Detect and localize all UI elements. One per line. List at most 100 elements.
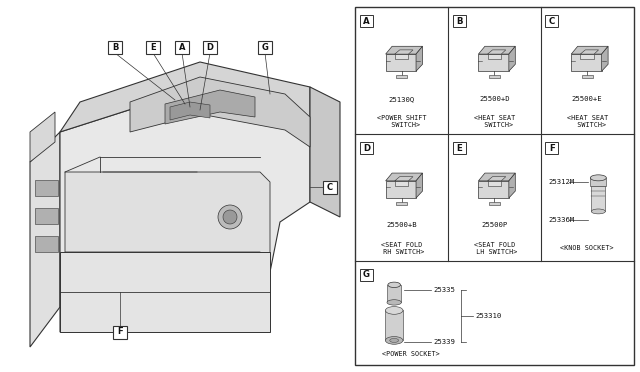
Text: C: C: [327, 183, 333, 192]
Text: 25500+D: 25500+D: [479, 96, 509, 102]
Polygon shape: [65, 172, 270, 262]
Text: 25336M: 25336M: [548, 217, 575, 224]
Polygon shape: [509, 46, 515, 71]
Text: G: G: [363, 270, 370, 279]
Polygon shape: [488, 54, 501, 59]
Text: B: B: [112, 42, 118, 51]
Polygon shape: [395, 54, 408, 59]
Polygon shape: [165, 90, 255, 124]
Polygon shape: [386, 54, 416, 71]
Polygon shape: [30, 132, 60, 347]
Text: 25500+E: 25500+E: [572, 96, 602, 102]
Text: 253310: 253310: [475, 313, 501, 319]
Text: C: C: [549, 17, 555, 26]
Ellipse shape: [388, 282, 401, 288]
Polygon shape: [572, 54, 602, 71]
Polygon shape: [580, 50, 598, 54]
Polygon shape: [489, 202, 500, 205]
Ellipse shape: [387, 300, 401, 305]
Bar: [323, 180, 337, 193]
Ellipse shape: [385, 307, 403, 314]
Polygon shape: [479, 46, 515, 54]
Polygon shape: [488, 181, 501, 186]
Polygon shape: [572, 46, 608, 54]
Text: F: F: [549, 144, 555, 153]
Ellipse shape: [390, 339, 399, 342]
Bar: [175, 41, 189, 54]
Polygon shape: [488, 177, 506, 181]
Text: F: F: [117, 327, 123, 337]
Text: <POWER SHIFT
  SWITCH>: <POWER SHIFT SWITCH>: [377, 115, 426, 128]
Polygon shape: [386, 46, 422, 54]
Bar: [360, 16, 373, 28]
Text: 25130Q: 25130Q: [388, 96, 415, 102]
Bar: [258, 41, 272, 54]
Polygon shape: [396, 202, 407, 205]
Polygon shape: [170, 102, 210, 120]
Polygon shape: [385, 310, 403, 340]
Text: <HEAT SEAT
  SWITCH>: <HEAT SEAT SWITCH>: [474, 115, 515, 128]
Text: 25500P: 25500P: [481, 222, 508, 228]
Polygon shape: [387, 285, 401, 302]
Bar: [203, 41, 217, 54]
Polygon shape: [580, 54, 594, 59]
Bar: [355, 7, 634, 365]
Polygon shape: [416, 173, 422, 198]
Polygon shape: [489, 75, 500, 78]
Text: <HEAT SEAT
  SWITCH>: <HEAT SEAT SWITCH>: [566, 115, 608, 128]
Polygon shape: [582, 75, 593, 78]
Text: B: B: [456, 17, 462, 26]
Ellipse shape: [385, 337, 403, 344]
Polygon shape: [416, 46, 422, 71]
Polygon shape: [60, 252, 270, 332]
Polygon shape: [591, 186, 605, 211]
Ellipse shape: [591, 209, 605, 214]
Polygon shape: [602, 46, 608, 71]
Polygon shape: [395, 177, 413, 181]
Text: D: D: [207, 42, 214, 51]
Text: 25339: 25339: [433, 339, 455, 345]
Polygon shape: [479, 173, 515, 181]
Text: A: A: [179, 42, 185, 51]
Polygon shape: [386, 181, 416, 198]
Polygon shape: [310, 87, 340, 217]
Polygon shape: [479, 54, 509, 71]
Polygon shape: [479, 181, 509, 198]
Text: 25335: 25335: [433, 287, 455, 293]
Ellipse shape: [590, 175, 606, 181]
Circle shape: [223, 210, 237, 224]
Polygon shape: [396, 75, 407, 78]
Circle shape: [218, 205, 242, 229]
Polygon shape: [488, 50, 506, 54]
Text: G: G: [262, 42, 268, 51]
Text: <SEAT FOLD
 LH SWITCH>: <SEAT FOLD LH SWITCH>: [472, 242, 517, 255]
Text: <SEAT FOLD
 RH SWITCH>: <SEAT FOLD RH SWITCH>: [379, 242, 424, 255]
Text: 25312M: 25312M: [548, 179, 575, 185]
Polygon shape: [35, 236, 58, 252]
Polygon shape: [386, 173, 422, 181]
Text: 25500+B: 25500+B: [387, 222, 417, 228]
Text: A: A: [363, 17, 370, 26]
Bar: [452, 142, 466, 154]
Text: D: D: [363, 144, 370, 153]
Polygon shape: [130, 77, 310, 147]
Polygon shape: [35, 208, 58, 224]
Text: <KNOB SOCKET>: <KNOB SOCKET>: [561, 245, 614, 251]
Polygon shape: [395, 181, 408, 186]
Bar: [360, 269, 373, 281]
Polygon shape: [60, 92, 310, 332]
Text: <POWER SOCKET>: <POWER SOCKET>: [382, 351, 440, 357]
Polygon shape: [30, 112, 55, 162]
Polygon shape: [395, 50, 413, 54]
Bar: [452, 16, 466, 28]
Bar: [146, 41, 160, 54]
Polygon shape: [509, 173, 515, 198]
Bar: [360, 142, 373, 154]
Polygon shape: [35, 180, 58, 196]
Text: E: E: [456, 144, 462, 153]
Bar: [113, 326, 127, 339]
Bar: [545, 16, 559, 28]
Bar: [108, 41, 122, 54]
Text: E: E: [150, 42, 156, 51]
Polygon shape: [60, 62, 310, 147]
